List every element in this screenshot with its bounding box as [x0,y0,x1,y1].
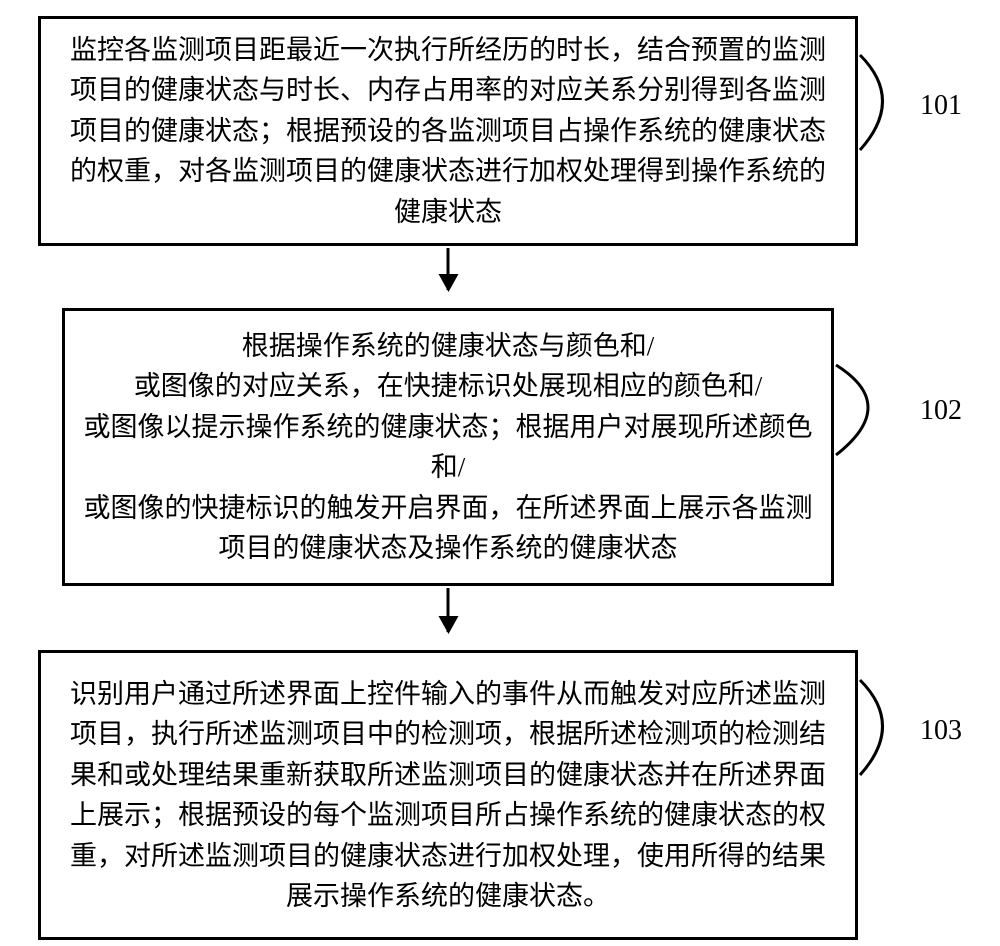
label-103: 103 [920,715,962,747]
label-curve-103 [0,0,1000,946]
flowchart-canvas: 监控各监测项目距最近一次执行所经历的时长，结合预置的监测项目的健康状态与时长、内… [0,0,1000,946]
